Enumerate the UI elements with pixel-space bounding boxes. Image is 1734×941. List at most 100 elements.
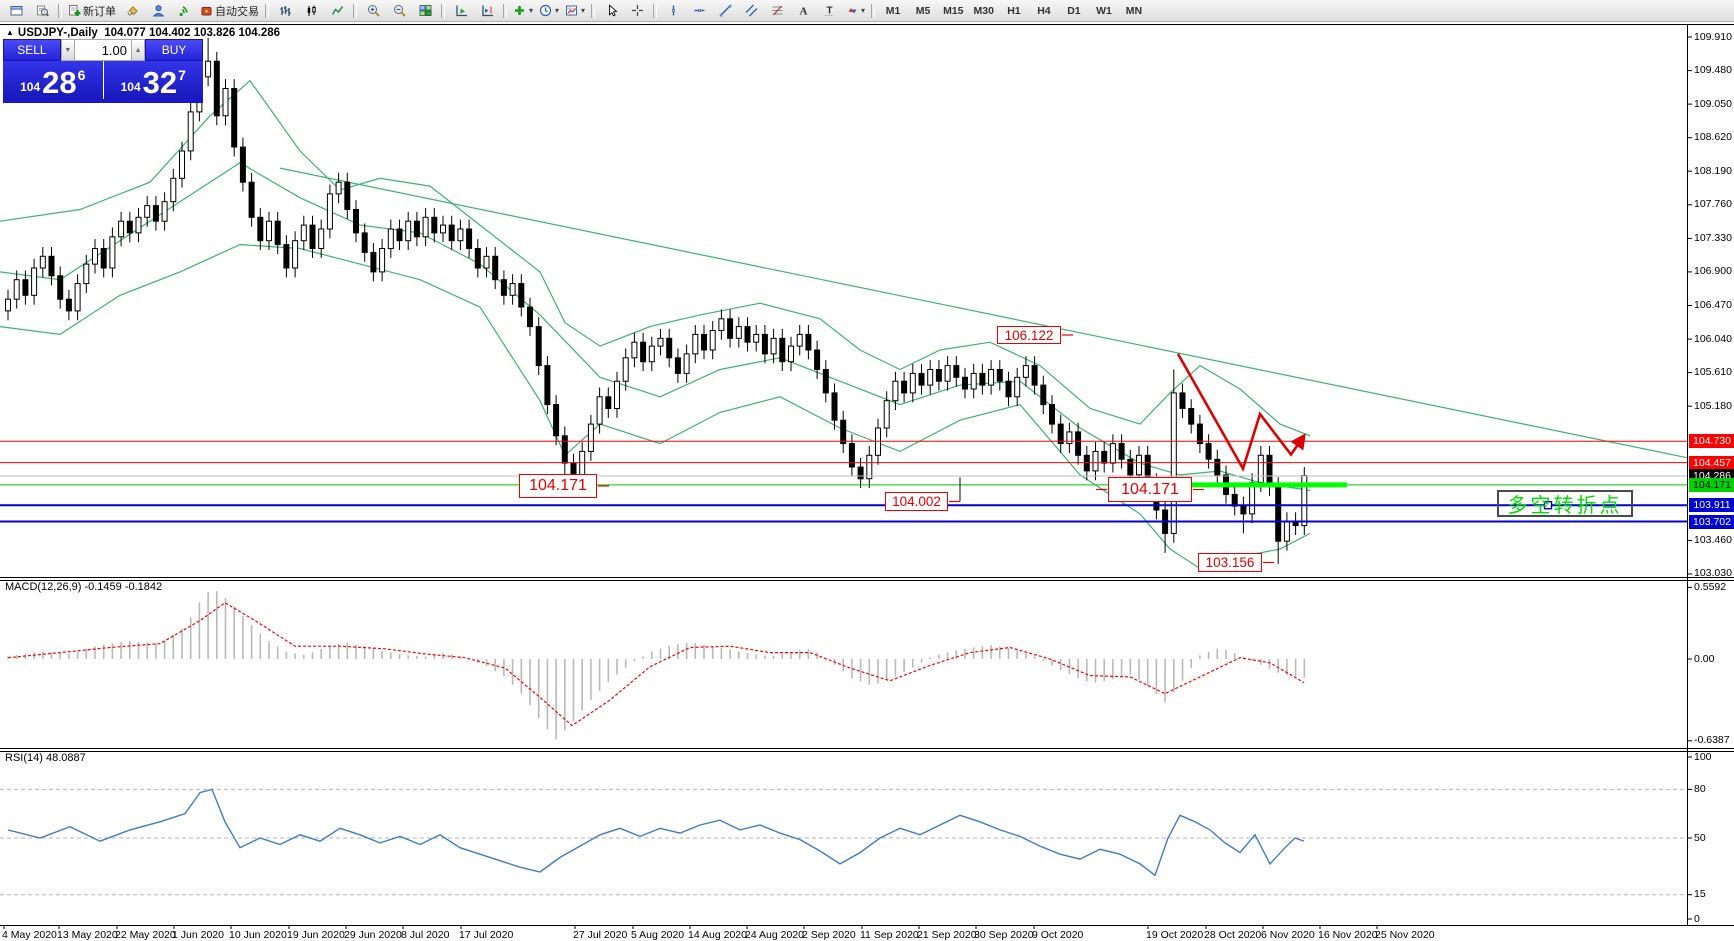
candle [988, 360, 995, 395]
candle [901, 371, 908, 403]
macd-histogram-bar [407, 655, 409, 659]
price-level-tag[interactable]: 103.156 [1198, 553, 1262, 572]
candle [544, 356, 551, 414]
candle [640, 332, 647, 372]
chart-shift-icon[interactable] [474, 1, 500, 21]
timeframe-m30-button[interactable]: M30 [973, 4, 994, 17]
bar-chart-icon[interactable] [272, 1, 298, 21]
macd-histogram-bar [224, 598, 227, 659]
cursor-icon[interactable] [598, 1, 624, 21]
collapse-arrow-icon[interactable]: ▲ [6, 28, 14, 37]
auto-scroll-icon[interactable] [448, 1, 474, 21]
channel-icon[interactable] [738, 1, 764, 21]
toolbar-separator [653, 3, 658, 18]
timeframe-m1-button[interactable]: M1 [885, 4, 901, 17]
macd-histogram-bar [711, 646, 714, 659]
line-endpoint-handle[interactable] [1543, 501, 1553, 510]
candle [22, 270, 29, 305]
timeframe-m5-button[interactable]: M5 [915, 4, 931, 17]
toolbar-separator [58, 3, 62, 18]
cursor-icon [608, 4, 618, 17]
band-lower-line [0, 243, 1311, 570]
fibonacci-icon[interactable] [764, 1, 790, 21]
timeframe-h1-button[interactable]: H1 [1007, 4, 1021, 17]
data-window-icon[interactable] [29, 1, 55, 21]
candle [1022, 356, 1029, 387]
macd-histogram-bar [798, 650, 801, 659]
price-level-tag[interactable]: 106.122 [997, 326, 1061, 344]
zoom-in-icon[interactable] [360, 1, 386, 21]
candle [422, 207, 429, 247]
macd-histogram-bar [1225, 649, 1227, 659]
volume-increase-button[interactable]: ▲ [131, 39, 146, 61]
line-chart-icon[interactable] [324, 1, 350, 21]
sell-button[interactable]: SELL [3, 39, 61, 61]
timeframe-w1-button[interactable]: W1 [1096, 4, 1112, 17]
templates-icon[interactable]: ▾ [562, 1, 588, 21]
macd-histogram-bar [355, 644, 357, 659]
price-level-tag[interactable]: 104.002 [885, 492, 948, 511]
descending-trendline[interactable] [279, 167, 1687, 459]
periods-icon[interactable]: ▾ [536, 1, 562, 21]
macd-histogram-bar [424, 656, 427, 659]
bull-bear-turning-point-annotation[interactable]: 多空转折点 [1497, 490, 1633, 517]
price-axis-label: 103.460 [1694, 533, 1732, 546]
volume-input[interactable] [75, 39, 131, 61]
candle [213, 51, 220, 126]
new-order-button[interactable]: 新订单 [65, 1, 119, 21]
vertical-line-icon[interactable] [660, 1, 686, 21]
horizontal-line-icon[interactable] [686, 1, 712, 21]
candle [962, 367, 968, 399]
tile-windows-icon[interactable] [412, 1, 438, 21]
charts-window-icon[interactable] [3, 1, 29, 21]
arrows-icon[interactable]: ▾ [842, 1, 868, 21]
macd-scale-label: 0.5592 [1694, 580, 1727, 593]
candle [718, 309, 725, 340]
buy-quote-button[interactable]: 104 32 7 [103, 61, 203, 99]
trendline-icon[interactable] [712, 1, 738, 21]
macd-histogram-bar [1294, 659, 1297, 677]
volume-decrease-button[interactable]: ▼ [60, 39, 75, 61]
styles-bucket-icon[interactable] [119, 1, 145, 21]
candle [727, 309, 734, 348]
text-label-icon[interactable]: T [816, 1, 842, 21]
candle [318, 219, 325, 258]
candle [979, 364, 986, 395]
macd-histogram-bar [859, 659, 862, 682]
candle [179, 141, 185, 188]
price-level-tag[interactable]: 104.171 [1108, 477, 1192, 502]
timeframe-d1-button[interactable]: D1 [1067, 4, 1081, 17]
signals-icon [179, 6, 188, 17]
projected-path-arrow[interactable] [1176, 353, 1306, 472]
candle [144, 196, 151, 227]
signals-icon[interactable] [171, 1, 197, 21]
date-axis-label: 28 Oct 2020 [1204, 929, 1262, 941]
zoom-out-icon[interactable] [386, 1, 412, 21]
crosshair-icon [631, 5, 643, 16]
profile-icon[interactable] [145, 1, 171, 21]
text-icon[interactable]: A [790, 1, 816, 21]
crosshair-icon[interactable] [624, 1, 650, 21]
macd-histogram-bar [651, 651, 653, 659]
timeframe-mn-button[interactable]: MN [1125, 4, 1143, 17]
timeframe-h4-button[interactable]: H4 [1037, 4, 1051, 17]
price-axis-label: 106.470 [1694, 298, 1732, 311]
price-axis-label: 106.040 [1694, 332, 1732, 345]
candle [39, 247, 46, 278]
timeframe-m15-button[interactable]: M15 [943, 4, 964, 17]
price-level-tag[interactable]: 104.171 [519, 474, 597, 498]
autotrade-button[interactable]: 自动交易 [197, 1, 262, 21]
indicators-icon[interactable]: ▾ [510, 1, 536, 21]
candle [65, 289, 72, 321]
macd-histogram-bar [1077, 659, 1079, 678]
candle [840, 410, 847, 453]
buy-button[interactable]: BUY [145, 39, 203, 61]
candle [648, 336, 655, 372]
sell-quote-button[interactable]: 104 28 6 [3, 61, 103, 99]
candle [587, 414, 594, 461]
macd-histogram-bar [1190, 659, 1192, 669]
candle [805, 325, 812, 360]
new-order-icon [69, 5, 81, 16]
candlestick-chart-icon[interactable] [298, 1, 324, 21]
